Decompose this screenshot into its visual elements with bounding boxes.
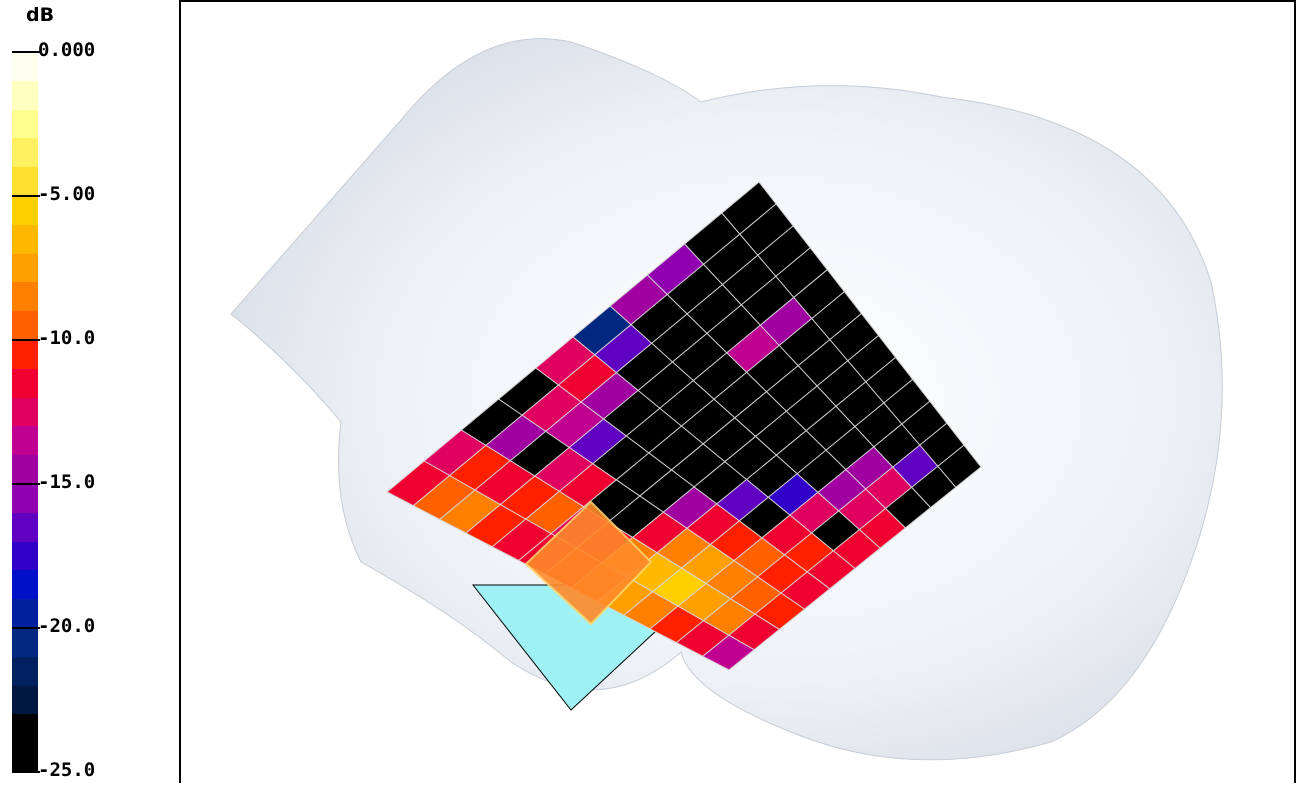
colorbar-tick-mark — [12, 51, 40, 53]
colorbar-swatch — [12, 109, 38, 139]
colorbar-swatch — [12, 743, 38, 772]
colorbar-swatch — [12, 455, 38, 484]
grid-line — [623, 378, 914, 616]
grid-line — [702, 444, 965, 657]
colorbar-swatch — [12, 80, 38, 110]
colorbar-tick-label: -5.00 — [38, 183, 96, 205]
grid-line — [572, 336, 856, 569]
grid-line — [518, 291, 845, 561]
colorbar-swatch — [12, 570, 38, 600]
grid-line — [728, 466, 982, 671]
legend-unit-label: dB — [26, 4, 55, 26]
colorbar-swatch — [12, 138, 38, 168]
colorbar-tick-mark — [12, 627, 40, 629]
colorbar-swatch — [12, 599, 38, 628]
grid-line — [498, 398, 805, 610]
colorbar-swatch — [12, 167, 38, 196]
colorbar-tick-label: -25.0 — [38, 759, 96, 781]
grid-line — [721, 212, 957, 488]
colorbar-swatch — [12, 484, 38, 513]
grid-line — [491, 269, 828, 548]
colorbar-legend: dB 0.000 -5.00 -10.0 -15.0 -20.0 -25.0 — [0, 0, 170, 787]
grid-line — [439, 225, 794, 520]
colorbar-swatch — [12, 224, 38, 254]
colorbar-tick-mark — [12, 771, 40, 773]
colorbar-swatch — [12, 541, 38, 571]
grid-line — [684, 243, 931, 508]
heatmap-plot — [230, 38, 1223, 761]
colorbar-swatch — [12, 340, 38, 369]
grid-line — [676, 422, 948, 644]
colorbar-swatch — [12, 368, 38, 398]
colorbar-swatch — [12, 397, 38, 427]
colorbar-tick-label: -15.0 — [38, 471, 96, 493]
grid-line — [461, 429, 780, 630]
colorbar — [10, 52, 38, 772]
grid-line — [649, 400, 931, 630]
colorbar-tick-label: -10.0 — [38, 327, 96, 349]
colorbar-swatch — [12, 512, 38, 542]
colorbar-tick-mark — [12, 195, 40, 197]
fine-scan-patch — [524, 500, 653, 626]
heatmap-grid — [386, 181, 982, 671]
plot-frame — [179, 0, 1296, 783]
colorbar-swatch — [12, 311, 38, 340]
colorbar-tick-mark — [12, 483, 40, 485]
grid-line — [465, 247, 811, 534]
colorbar-swatch — [12, 196, 38, 225]
grid-line — [758, 181, 982, 468]
colorbar-swatch — [12, 628, 38, 657]
colorbar-tick-label: -20.0 — [38, 615, 96, 637]
colorbar-swatch — [12, 282, 38, 312]
colorbar-swatch — [12, 52, 38, 81]
colorbar-swatch — [12, 426, 38, 456]
colorbar-tick-label: 0.000 — [38, 39, 96, 61]
grid-line — [412, 203, 777, 507]
grid-line — [535, 367, 831, 590]
colorbar-swatch — [12, 253, 38, 283]
colorbar-swatch — [12, 656, 38, 686]
grid-line — [386, 181, 760, 493]
colorbar-swatch — [12, 714, 38, 744]
grid-line — [647, 274, 906, 529]
colorbar-tick-mark — [12, 339, 40, 341]
colorbar-swatch — [12, 685, 38, 715]
grid-line — [609, 305, 881, 549]
